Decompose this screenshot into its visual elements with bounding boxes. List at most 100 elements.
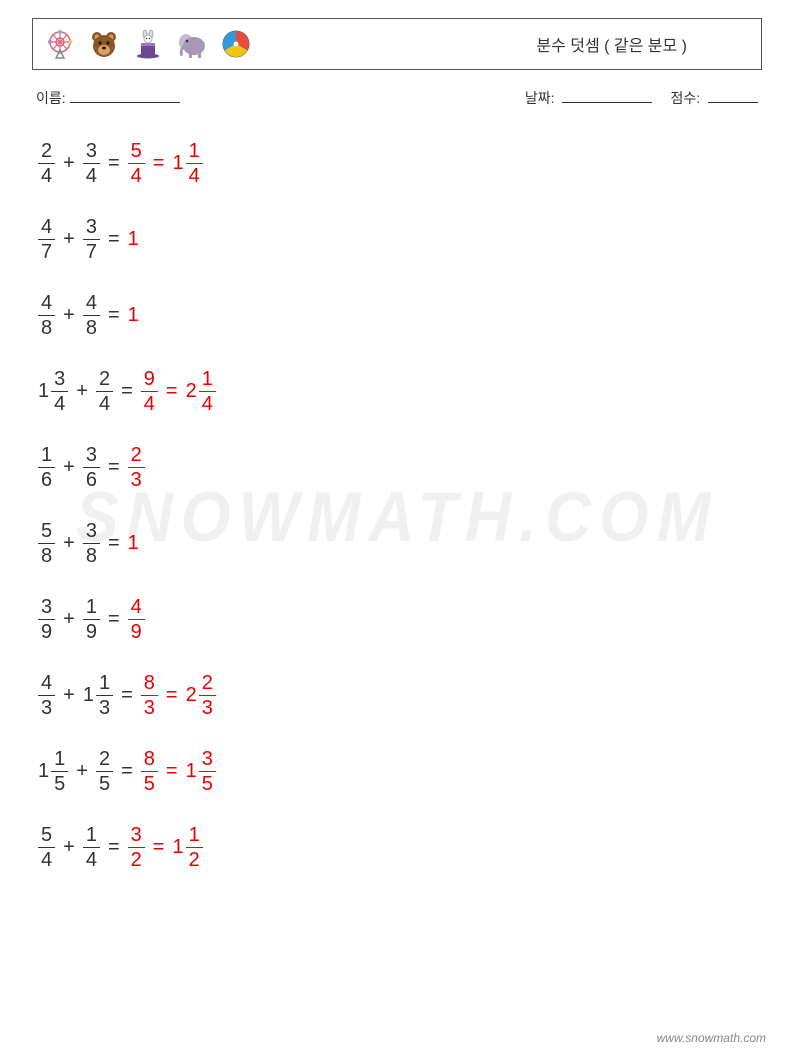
answer-term: 54	[128, 141, 145, 186]
footer-url: www.snowmath.com	[657, 1031, 766, 1045]
denominator: 4	[186, 163, 203, 186]
fraction: 36	[83, 445, 100, 490]
numerator: 4	[83, 293, 100, 315]
denominator: 4	[128, 163, 145, 186]
elephant-icon	[175, 27, 209, 61]
answer-plain: 1	[128, 532, 139, 555]
denominator: 4	[141, 391, 158, 414]
plus-operator: +	[63, 532, 75, 555]
operand-term: 34	[83, 141, 100, 186]
ferris-wheel-icon	[43, 27, 77, 61]
whole-part: 1	[83, 684, 94, 707]
name-label: 이름:	[36, 88, 66, 108]
operand-term: 38	[83, 521, 100, 566]
numerator: 1	[186, 141, 203, 163]
equals-sign: =	[166, 760, 178, 783]
numerator: 9	[141, 369, 158, 391]
equals-sign: =	[121, 380, 133, 403]
equals-sign: =	[121, 684, 133, 707]
fraction: 47	[38, 217, 55, 262]
denominator: 4	[83, 847, 100, 870]
answer-term: 94	[141, 369, 158, 414]
answer-term: 1	[128, 228, 139, 251]
worksheet-page: 분수 덧셈 ( 같은 분모 ) 이름: 날짜: 점수: 24+34=54=114…	[0, 0, 794, 872]
operand-term: 115	[38, 749, 68, 794]
fraction: 19	[83, 597, 100, 642]
fraction: 32	[128, 825, 145, 870]
problem-row: 48+48=1	[38, 290, 762, 340]
denominator: 3	[96, 695, 113, 718]
operand-term: 58	[38, 521, 55, 566]
answer-term: 85	[141, 749, 158, 794]
fraction: 48	[83, 293, 100, 338]
denominator: 2	[186, 847, 203, 870]
answer-term: 32	[128, 825, 145, 870]
numerator: 1	[38, 445, 55, 467]
denominator: 8	[83, 543, 100, 566]
plus-operator: +	[63, 152, 75, 175]
answer-term: 23	[128, 445, 145, 490]
operand-term: 37	[83, 217, 100, 262]
plus-operator: +	[63, 304, 75, 327]
numerator: 5	[128, 141, 145, 163]
equals-sign: =	[108, 836, 120, 859]
denominator: 9	[38, 619, 55, 642]
operand-term: 24	[96, 369, 113, 414]
problem-row: 134+24=94=214	[38, 366, 762, 416]
header-box: 분수 덧셈 ( 같은 분모 )	[32, 18, 762, 70]
problem-row: 115+25=85=135	[38, 746, 762, 796]
fraction: 34	[51, 369, 68, 414]
numerator: 4	[38, 217, 55, 239]
fraction: 58	[38, 521, 55, 566]
denominator: 4	[83, 163, 100, 186]
header-icons	[43, 27, 253, 61]
answer-term: 114	[172, 141, 202, 186]
answer-term: 135	[186, 749, 216, 794]
meta-row: 이름: 날짜: 점수:	[32, 88, 762, 108]
equals-sign: =	[108, 532, 120, 555]
operand-term: 48	[38, 293, 55, 338]
problems-list: 24+34=54=11447+37=148+48=1134+24=94=2141…	[32, 138, 762, 872]
operand-term: 14	[83, 825, 100, 870]
fraction: 14	[199, 369, 216, 414]
problem-row: 39+19=49	[38, 594, 762, 644]
equals-sign: =	[108, 152, 120, 175]
numerator: 2	[199, 673, 216, 695]
numerator: 2	[96, 749, 113, 771]
score-label: 점수:	[670, 90, 700, 106]
fraction: 12	[186, 825, 203, 870]
fraction: 48	[38, 293, 55, 338]
date-blank[interactable]	[562, 89, 652, 103]
numerator: 2	[96, 369, 113, 391]
equals-sign: =	[108, 456, 120, 479]
fraction: 38	[83, 521, 100, 566]
score-blank[interactable]	[708, 89, 758, 103]
fraction: 83	[141, 673, 158, 718]
answer-term: 223	[186, 673, 216, 718]
answer-plain: 1	[128, 304, 139, 327]
numerator: 1	[83, 597, 100, 619]
operand-term: 54	[38, 825, 55, 870]
denominator: 8	[38, 315, 55, 338]
numerator: 1	[83, 825, 100, 847]
denominator: 4	[38, 163, 55, 186]
denominator: 2	[128, 847, 145, 870]
equals-sign: =	[108, 608, 120, 631]
denominator: 7	[83, 239, 100, 262]
name-blank[interactable]	[70, 89, 180, 103]
numerator: 4	[128, 597, 145, 619]
numerator: 3	[83, 217, 100, 239]
plus-operator: +	[63, 228, 75, 251]
fraction: 85	[141, 749, 158, 794]
fraction: 37	[83, 217, 100, 262]
fraction: 24	[96, 369, 113, 414]
denominator: 5	[141, 771, 158, 794]
numerator: 8	[141, 749, 158, 771]
problem-row: 54+14=32=112	[38, 822, 762, 872]
answer-term: 214	[186, 369, 216, 414]
denominator: 5	[96, 771, 113, 794]
numerator: 3	[199, 749, 216, 771]
numerator: 3	[83, 445, 100, 467]
plus-operator: +	[63, 456, 75, 479]
operand-term: 134	[38, 369, 68, 414]
